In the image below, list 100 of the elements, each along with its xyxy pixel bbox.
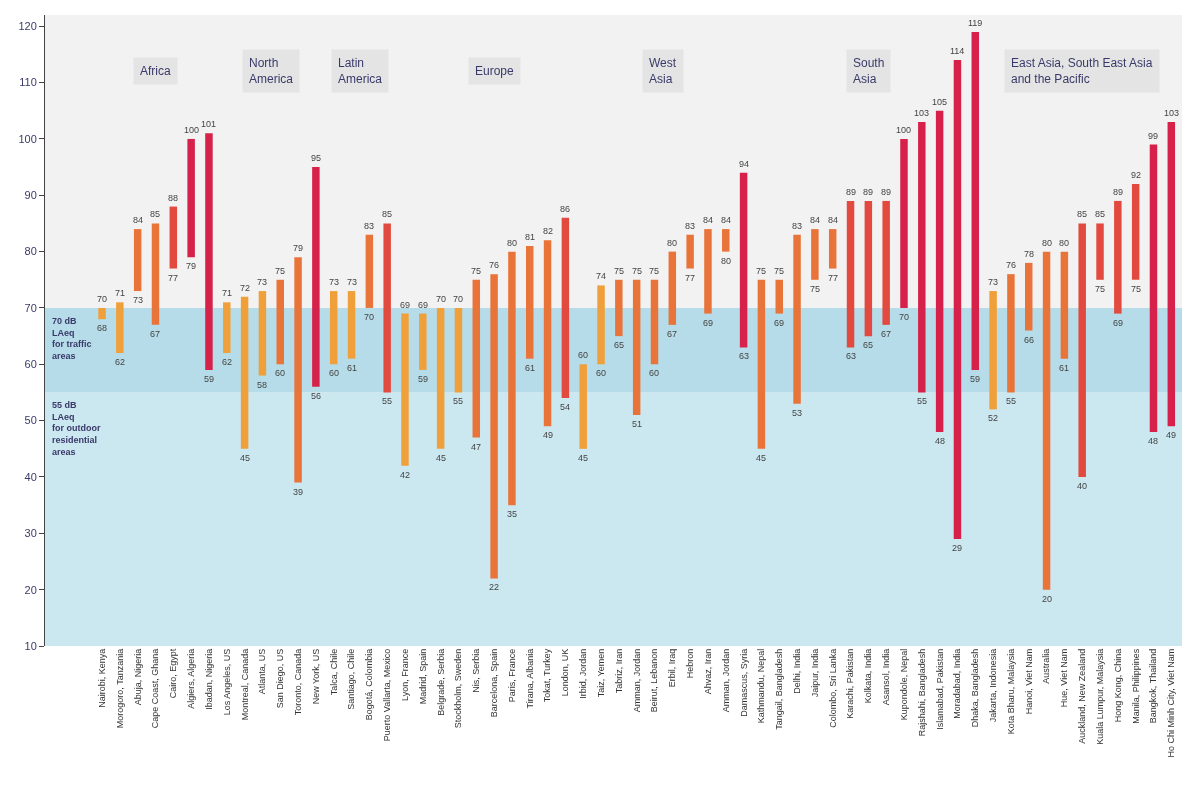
annotation: 70 (364, 312, 375, 322)
annotation: 75 (756, 266, 767, 276)
x-tick-label: Puerto Vallarta, Mexico (382, 648, 393, 742)
x-tick-label: Jaipur, India (809, 648, 820, 698)
annotation: 39 (293, 487, 304, 497)
annotation: 83 (685, 221, 696, 231)
annotation: 69 (703, 318, 714, 328)
bar (1024, 262, 1033, 331)
x-tick-label: Tangail, Bangladesh (774, 648, 785, 730)
x-tick-label: Ahvaz, Iran (702, 648, 713, 695)
x-tick-label: Los Angeles, US (221, 648, 232, 716)
annotation: 55 (382, 396, 393, 406)
y-tick-label: 50 (24, 414, 37, 427)
annotation: 59 (204, 374, 215, 384)
bar (365, 234, 374, 308)
bar (98, 307, 106, 320)
annotation: 103 (1164, 108, 1180, 118)
bar (116, 302, 124, 354)
x-tick-label: Moradabad, India (952, 648, 963, 719)
annotation: 45 (436, 453, 447, 463)
x-tick-label: Beirut, Lebanon (649, 648, 660, 713)
annotation: 103 (914, 108, 930, 118)
annotation: 89 (863, 187, 874, 197)
annotation: 60 (329, 368, 340, 378)
x-tick-label: Belgrade, Serbia (435, 648, 446, 716)
annotation: 45 (756, 453, 767, 463)
annotation: 84 (810, 215, 821, 225)
bar (918, 122, 926, 393)
annotation: 73 (347, 277, 358, 287)
x-tick-label: Ibadan, Nigeria (203, 648, 214, 710)
y-tick-label: 20 (24, 583, 37, 596)
x-tick-label: Kolkata, India (863, 648, 874, 704)
bar (757, 279, 766, 449)
annotation: 100 (184, 125, 200, 135)
x-tick-label: Hue, Viet Nam (1059, 648, 1070, 708)
annotation: 73 (988, 277, 999, 287)
x-tick-label: Rajshahi, Bangladesh (916, 648, 927, 737)
annotation: 65 (863, 340, 874, 350)
bar (864, 200, 873, 337)
annotation: 55 (917, 396, 928, 406)
bar (490, 274, 498, 579)
annotation: South Asia (853, 56, 885, 86)
x-tick-label: Abuja, Nigeria (132, 648, 143, 706)
annotation: 69 (1113, 318, 1124, 328)
x-tick-label: Atlanta, US (257, 648, 268, 695)
x-tick-label: Karachi, Pakistan (845, 648, 856, 719)
annotation: 78 (1024, 249, 1035, 259)
annotation: 71 (115, 288, 126, 298)
bar (508, 251, 516, 506)
x-tick-label: Santiago, Chile (346, 648, 357, 710)
x-tick-label: Morogoro, Tanzania (114, 648, 125, 729)
annotation: 67 (667, 329, 678, 339)
bar (205, 133, 213, 370)
annotation: 75 (1131, 284, 1142, 294)
bar (329, 291, 338, 365)
bar (454, 307, 463, 393)
bar (828, 229, 837, 269)
annotation: 47 (471, 442, 482, 452)
x-tick-label: Tokat, Turkey (542, 648, 553, 703)
annotation: 79 (186, 261, 197, 271)
annotation: 105 (932, 97, 948, 107)
annotation: 89 (846, 187, 857, 197)
bar (989, 291, 997, 410)
annotation: 79 (293, 243, 304, 253)
annotation: 89 (881, 187, 892, 197)
bar (722, 229, 730, 252)
annotation: 29 (952, 543, 963, 553)
x-tick-label: Bogotá, Colombia (364, 648, 375, 721)
x-tick-label: Kupondole, Nepal (898, 648, 909, 721)
bar (258, 291, 267, 376)
annotation: 59 (418, 374, 429, 384)
annotation: 59 (970, 374, 981, 384)
annotation: North America (249, 56, 294, 86)
x-tick-label: Nis, Serbia (471, 648, 482, 693)
annotation: 101 (201, 119, 217, 129)
bar (882, 200, 890, 325)
annotation: 60 (578, 350, 589, 360)
bar (223, 302, 231, 354)
annotation: 71 (222, 288, 233, 298)
x-tick-label: Erbil, Iraq (667, 648, 678, 688)
y-tick-label: 70 (24, 301, 37, 314)
x-tick-label: Damascus, Syria (738, 648, 749, 717)
annotation: 84 (721, 215, 732, 225)
bar (1114, 200, 1122, 314)
annotation: 76 (1006, 260, 1017, 270)
x-tick-label: Tirana, Albania (524, 648, 535, 709)
x-tick-label: Amman, Jordan (631, 648, 642, 713)
bar (383, 223, 391, 393)
bar (704, 229, 712, 314)
bar (276, 279, 284, 365)
annotation: 75 (810, 284, 821, 294)
x-tick-label: Kathmandu, Nepal (756, 648, 767, 724)
x-tick-label: Manila, Philippines (1130, 648, 1141, 724)
x-tick-label: Cape Coast, Ghana (150, 648, 161, 729)
annotation: 68 (97, 323, 108, 333)
bar (436, 307, 445, 449)
x-tick-label: Cairo, Egypt (168, 648, 179, 699)
annotation: 63 (739, 351, 750, 361)
annotation: 61 (347, 363, 358, 373)
x-tick-label: Paris, France (506, 648, 517, 703)
